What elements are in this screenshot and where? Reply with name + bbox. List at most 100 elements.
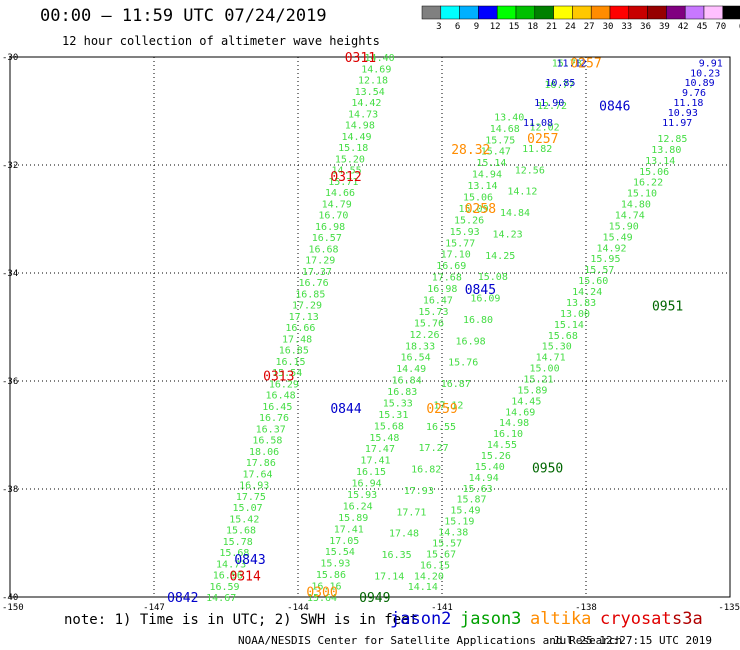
wave-height-value: 16.45	[262, 402, 292, 413]
wave-height-value: 16.76	[259, 413, 289, 424]
wave-height-value: 16.82	[411, 465, 441, 476]
wave-height-value: 16.68	[308, 244, 338, 255]
legend-jason3: jason3	[460, 609, 522, 629]
wave-height-value: 17.41	[360, 456, 390, 467]
wave-height-value: 15.77	[445, 238, 475, 249]
wave-height-value: 11.90	[534, 98, 564, 109]
wave-height-value: 15.18	[338, 143, 368, 154]
wave-height-value: 16.55	[426, 422, 456, 433]
wave-height-value: 15.31	[378, 410, 408, 421]
wave-height-value: 10.23	[690, 68, 720, 79]
wave-height-value: 17.29	[305, 256, 335, 267]
wave-height-value: 16.85	[295, 289, 325, 300]
wave-height-value: 15.57	[432, 538, 462, 549]
wave-height-value: 16.29	[269, 379, 299, 390]
y-tick-label: -38	[2, 485, 18, 495]
pass-time-label: 0846	[599, 100, 630, 115]
wave-height-value: 15.68	[219, 548, 249, 559]
legend-jason2: jason2	[390, 609, 452, 629]
wave-height-value: 14.38	[438, 528, 468, 539]
scale-label: 24	[565, 22, 576, 32]
wave-height-value: 15.73	[418, 307, 448, 318]
wave-height-value: 17.47	[365, 444, 395, 455]
wave-height-value: 15.10	[627, 189, 657, 200]
scale-label: 12	[490, 22, 501, 32]
y-tick-label: -40	[2, 593, 18, 603]
wave-height-value: 16.69	[436, 261, 466, 272]
wave-height-value: 17.29	[292, 301, 322, 312]
wave-height-value: 15.49	[450, 506, 480, 517]
wave-height-value: 18.06	[249, 447, 279, 458]
wave-height-value: 17.14	[374, 571, 404, 582]
wave-height-value: 15.07	[233, 503, 263, 514]
wave-height-value: 16.98	[427, 284, 457, 295]
wave-height-value: 15.33	[383, 398, 413, 409]
scale-swatch	[722, 5, 740, 20]
wave-height-value: 14.66	[325, 188, 355, 199]
wave-height-value: 14.20	[414, 571, 444, 582]
page-title: 00:00 – 11:59 UTC 07/24/2019	[40, 6, 327, 26]
pass-time-label: 0842	[167, 591, 198, 606]
wave-height-value: 11.82	[522, 144, 552, 155]
scale-label: 33	[621, 22, 632, 32]
wave-height-value: 14.69	[505, 407, 535, 418]
wave-height-value: 15.75	[485, 135, 515, 146]
wave-height-value: 16.84	[392, 376, 422, 387]
pass-time-label: 0844	[330, 402, 361, 417]
wave-height-value: 15.78	[223, 537, 253, 548]
wave-height-value: 15.57	[584, 265, 614, 276]
wave-height-value: 15.60	[578, 276, 608, 287]
wave-height-value: 12.18	[358, 76, 388, 87]
pass-time-label: 0311	[345, 51, 376, 66]
footnote: note: 1) Time is in UTC; 2) SWH is in fe…	[64, 612, 419, 628]
legend-altika: altika	[530, 609, 592, 629]
scale-label: 39	[659, 22, 670, 32]
generated-timestamp: Jul 25 12:27:15 UTC 2019	[553, 634, 712, 647]
wave-height-value: 15.68	[374, 421, 404, 432]
wave-height-value: 16.10	[493, 429, 523, 440]
wave-height-value: 16.93	[239, 481, 269, 492]
pass-time-label: 0951	[652, 299, 683, 314]
wave-height-value: 17.12	[433, 400, 463, 411]
wave-height-value: 15.06	[463, 193, 493, 204]
y-tick-label: -30	[2, 53, 18, 63]
wave-height-value: 14.73	[216, 559, 246, 570]
wave-height-value: 16.15	[356, 467, 386, 478]
wave-height-value: 16.47	[423, 295, 453, 306]
wave-height-value: 17.10	[441, 250, 471, 261]
y-tick-label: -36	[2, 377, 18, 387]
wave-height-value: 15.93	[347, 490, 377, 501]
pass-time-label: 0314	[230, 569, 261, 584]
scale-unit: (ft)	[738, 22, 740, 32]
wave-height-value: 14.12	[507, 187, 537, 198]
wave-height-value: 16.09	[470, 294, 500, 305]
wave-height-value: 15.00	[530, 364, 560, 375]
page-subtitle: 12 hour collection of altimeter wave hei…	[62, 34, 380, 48]
wave-height-value: 14.98	[345, 121, 375, 132]
wave-height-value: 13.80	[651, 145, 681, 156]
wave-height-value: 9.91	[699, 58, 723, 69]
wave-height-value: 14.23	[493, 229, 523, 240]
wave-height-value: 17.37	[302, 267, 332, 278]
wave-height-value: 18.33	[405, 341, 435, 352]
wave-height-value: 11.12	[557, 58, 587, 69]
wave-height-value: 15.73	[552, 58, 582, 69]
wave-height-value: 15.08	[478, 272, 508, 283]
scale-label: 21	[546, 22, 557, 32]
x-tick-label: -138	[575, 603, 597, 613]
wave-height-value: 12.72	[537, 101, 567, 112]
wave-height-value: 14.55	[487, 440, 517, 451]
wave-height-value: 17.64	[242, 469, 272, 480]
scale-label: 15	[509, 22, 520, 32]
wave-height-value: 14.25	[485, 251, 515, 262]
wave-height-value: 13.00	[560, 309, 590, 320]
wave-height-value: 15.93	[320, 559, 350, 570]
wave-height-value: 14.79	[322, 199, 352, 210]
wave-height-value: 11.08	[523, 118, 553, 129]
wave-height-value: 12.56	[515, 165, 545, 176]
wave-height-value: 17.86	[246, 458, 276, 469]
wave-height-value: 16.54	[401, 353, 431, 364]
wave-height-value: 17.68	[432, 273, 462, 284]
scale-label: 9	[474, 22, 479, 32]
